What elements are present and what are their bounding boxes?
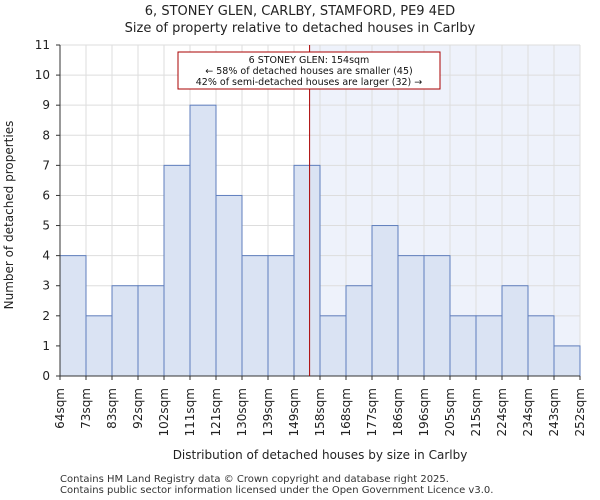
x-tick-label: 111sqm <box>183 388 197 436</box>
y-tick-label: 6 <box>42 188 50 202</box>
x-tick-label: 177sqm <box>365 388 379 436</box>
y-tick-label: 5 <box>42 219 50 233</box>
x-tick-label: 158sqm <box>313 388 327 436</box>
footer-licence: Contains public sector information licen… <box>60 485 494 496</box>
y-axis-label: Number of detached properties <box>2 121 16 310</box>
bar-177sqm <box>371 225 399 377</box>
y-tick-label: 8 <box>42 128 50 142</box>
x-tick-label: 234sqm <box>521 388 535 436</box>
x-tick-label: 252sqm <box>573 388 587 436</box>
annotation-title: 6 STONEY GLEN: 154sqm <box>249 55 370 66</box>
annotation-box <box>177 51 441 90</box>
x-axis-label: Distribution of detached houses by size … <box>173 448 468 462</box>
x-tick-label: 205sqm <box>443 388 457 436</box>
x-tick-label: 224sqm <box>495 388 509 436</box>
bar-102sqm <box>163 164 191 377</box>
annotation-smaller: ← 58% of detached houses are smaller (45… <box>205 66 412 77</box>
x-tick-label: 102sqm <box>157 388 171 436</box>
bar-215sqm <box>475 315 503 377</box>
bar-224sqm <box>501 285 529 377</box>
x-tick-label: 73sqm <box>79 388 93 429</box>
y-tick-label: 1 <box>42 339 50 353</box>
bar-139sqm <box>267 255 295 377</box>
bar-158sqm <box>319 315 347 377</box>
bar-243sqm <box>553 345 581 377</box>
bar-186sqm <box>397 255 425 377</box>
x-tick-label: 243sqm <box>547 388 561 436</box>
x-tick-label: 92sqm <box>131 388 145 429</box>
bar-92sqm <box>137 285 165 377</box>
bar-149sqm <box>293 164 321 377</box>
x-tick-label: 64sqm <box>53 388 67 429</box>
chart-title: 6, STONEY GLEN, CARLBY, STAMFORD, PE9 4E… <box>144 4 456 19</box>
annotation-larger: 42% of semi-detached houses are larger (… <box>196 77 423 88</box>
x-tick-label: 215sqm <box>469 388 483 436</box>
bar-73sqm <box>85 315 113 377</box>
y-tick-label: 10 <box>35 68 50 82</box>
bar-111sqm <box>189 104 217 377</box>
footer-copyright: Contains HM Land Registry data © Crown c… <box>60 474 449 485</box>
y-tick-label: 7 <box>42 158 50 172</box>
y-tick-label: 2 <box>42 309 50 323</box>
y-tick-label: 11 <box>35 38 50 52</box>
bar-234sqm <box>527 315 555 377</box>
x-tick-label: 149sqm <box>287 388 301 436</box>
y-tick-label: 9 <box>42 98 50 112</box>
bar-121sqm <box>215 194 243 377</box>
x-tick-label: 83sqm <box>105 388 119 429</box>
x-tick-label: 139sqm <box>261 388 275 436</box>
y-tick-label: 3 <box>42 279 50 293</box>
bar-196sqm <box>423 255 451 377</box>
chart-subtitle: Size of property relative to detached ho… <box>124 21 476 36</box>
x-tick-label: 196sqm <box>417 388 431 436</box>
x-tick-label: 168sqm <box>339 388 353 436</box>
x-tick-label: 130sqm <box>235 388 249 436</box>
bar-168sqm <box>345 285 373 377</box>
bar-83sqm <box>111 285 139 377</box>
x-tick-label: 121sqm <box>209 388 223 436</box>
bar-64sqm <box>59 255 87 377</box>
x-tick-label: 186sqm <box>391 388 405 436</box>
y-tick-label: 4 <box>42 249 50 263</box>
bar-130sqm <box>241 255 269 377</box>
y-tick-label: 0 <box>42 369 50 383</box>
bar-205sqm <box>449 315 477 377</box>
